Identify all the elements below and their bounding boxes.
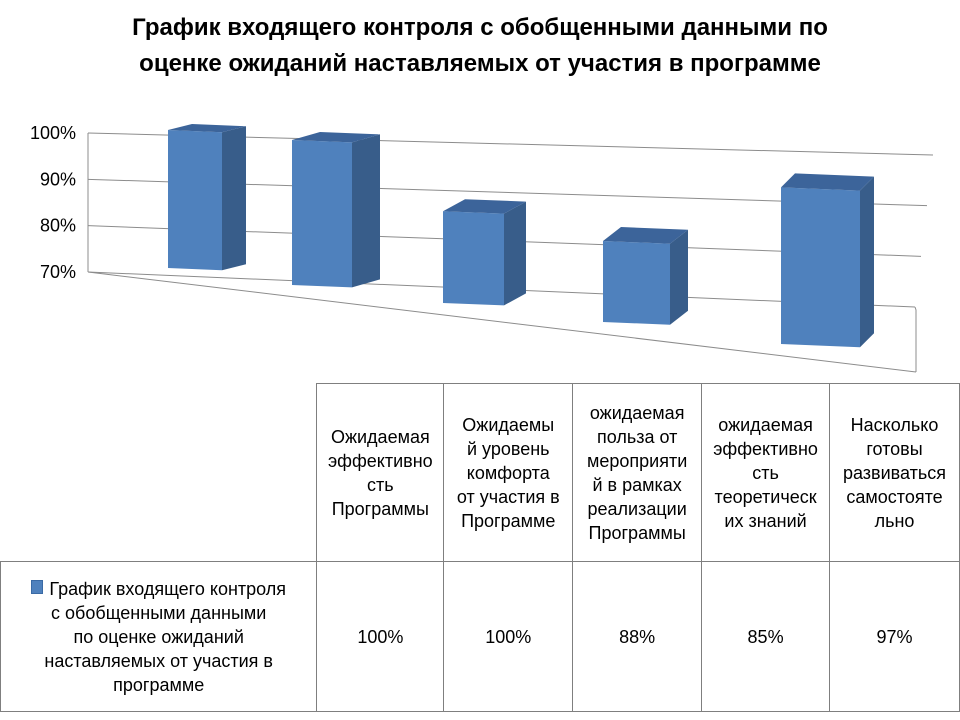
data-table-header-row: Ожидаемая эффективно сть Программы Ожида… [1, 383, 960, 562]
series-name-line-1-text: График входящего контроля [49, 578, 287, 599]
category-header-4-line-5: их знаний [724, 510, 807, 531]
bar-5-front [781, 187, 860, 348]
bar-3-top [443, 199, 526, 214]
bar-4-side [670, 229, 688, 325]
category-header-4-line-3: сть [752, 462, 779, 483]
category-header-5-line-3: развиваться [842, 462, 947, 483]
category-header-1-line-3: сть [367, 474, 394, 495]
data-table: Ожидаемая эффективно сть Программы Ожида… [0, 383, 960, 712]
value-cell-4: 85% [701, 561, 831, 712]
bar-3 [443, 199, 526, 306]
series-name-line-1: График входящего контроля [1, 577, 316, 601]
category-header-3-line-3: мероприяти [587, 450, 688, 471]
bar-5 [781, 173, 874, 348]
bar-2-top [292, 132, 380, 143]
category-header-4: ожидаемая эффективно сть теоретическ их … [701, 383, 831, 562]
category-header-2-line-3: комфорта [466, 462, 550, 483]
category-header-1-line-1: Ожидаемая [330, 426, 430, 447]
data-table-series-row: График входящего контроля с обобщенными … [0, 561, 960, 712]
value-cell-5: 97% [829, 561, 960, 712]
bar-4-top [603, 227, 688, 244]
bar-3-front [443, 211, 504, 306]
y-tick-label-2: 80% [40, 216, 76, 236]
floor-front-edge [87, 271, 917, 373]
category-header-2: Ожидаемы й уровень комфорта от участия в… [443, 383, 574, 562]
value-cell-1: 100% [316, 561, 445, 712]
category-header-3-line-2: польза от [596, 426, 678, 447]
chart-walls [87, 133, 917, 373]
series-name-line-3: по оценке ожиданий [73, 626, 244, 647]
category-header-3-line-1: ожидаемая [589, 402, 685, 423]
category-header-3-line-5: реализации [587, 498, 687, 519]
bar-4-front [603, 241, 670, 325]
category-header-4-line-1: ожидаемая [718, 414, 813, 435]
bar-5-side [860, 176, 874, 348]
chart-title-line-1: График входящего контроля с обобщенными … [132, 14, 828, 41]
floor-right-edge [914, 306, 917, 372]
series-name-line-2: с обобщенными данными [51, 602, 267, 623]
y-tick-label-3: 90% [40, 169, 76, 189]
bar-2-front [292, 140, 352, 288]
bar-chart-3d: 70% 80% 90% 100% [30, 123, 934, 373]
category-header-5-line-1: Насколько [850, 414, 939, 435]
value-cell-2: 100% [443, 561, 574, 712]
y-tick-label-4: 100% [30, 123, 76, 143]
category-header-2-line-4: от участия в [456, 486, 560, 507]
category-header-2-line-5: Программе [461, 510, 556, 531]
category-header-5-line-5: льно [874, 510, 915, 531]
bar-1-top [168, 124, 246, 133]
bar-1-front [168, 130, 222, 271]
bars [168, 124, 874, 348]
y-tick-label-1: 70% [40, 262, 76, 282]
bar-1 [168, 124, 246, 271]
category-header-5-line-4: самостояте [846, 486, 943, 507]
series-legend-cell: График входящего контроля с обобщенными … [0, 561, 318, 712]
category-header-4-line-4: теоретическ [714, 486, 817, 507]
bar-5-top [781, 173, 874, 191]
category-header-3-line-6: Программы [588, 522, 686, 543]
category-header-1: Ожидаемая эффективно сть Программы [316, 383, 445, 562]
bar-3-side [504, 201, 526, 306]
category-header-3-line-4: й в рамках [592, 474, 682, 495]
legend-key-swatch [31, 579, 44, 594]
category-header-2-line-1: Ожидаемы [462, 414, 555, 435]
data-table-corner [1, 384, 317, 562]
category-header-4-line-2: эффективно [713, 438, 818, 459]
bar-1-side [222, 126, 246, 271]
series-name-line-4: наставляемых от участия в [44, 650, 273, 671]
category-header-1-line-4: Программы [331, 498, 429, 519]
chart-title-line-2: оценке ожиданий наставляемых от участия … [139, 50, 821, 77]
series-name-line-5: программе [113, 674, 205, 695]
category-header-1-line-2: эффективно [327, 450, 433, 471]
y-axis-tick-labels: 70% 80% 90% 100% [30, 123, 76, 282]
chart-title: График входящего контроля с обобщенными … [0, 10, 960, 82]
category-header-5: Насколько готовы развиваться самостояте … [829, 383, 960, 562]
bar-2-side [352, 134, 380, 288]
value-cell-3: 88% [572, 561, 703, 712]
bar-2 [292, 132, 380, 288]
category-header-2-line-2: й уровень [466, 438, 550, 459]
category-header-3: ожидаемая польза от мероприяти й в рамка… [572, 383, 703, 562]
category-header-5-line-2: готовы [866, 438, 923, 459]
bar-4 [603, 227, 688, 325]
